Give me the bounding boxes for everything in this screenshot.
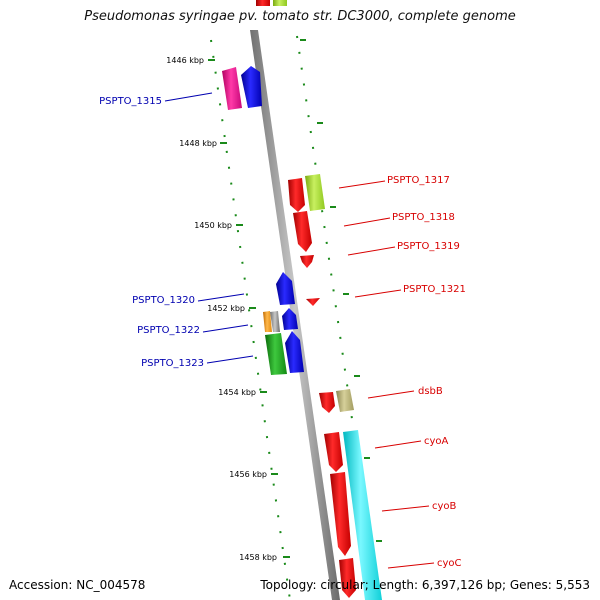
gene-label-pspto-1317[interactable]: PSPTO_1317: [387, 175, 450, 186]
gene-cyoa[interactable]: [324, 432, 343, 472]
scale-label-1450: 1450 kbp: [194, 221, 232, 230]
scale-ticks: [208, 39, 382, 558]
scale-label-1446: 1446 kbp: [166, 56, 204, 65]
gene-pspto-1323-blue[interactable]: [285, 331, 304, 373]
leader-pspto-1323: [206, 355, 254, 364]
gene-dsbb-khaki[interactable]: [336, 389, 354, 412]
gene-pspto-1323-green[interactable]: [265, 333, 287, 375]
leader-pspto-1315: [164, 92, 213, 102]
gene-pspto-1315-magenta[interactable]: [222, 67, 242, 110]
gene-cyan-operon[interactable]: [343, 430, 382, 600]
gene-cyoc[interactable]: [339, 558, 356, 598]
gene-label-cyoa[interactable]: cyoA: [424, 436, 449, 447]
leader-pspto-1319: [347, 246, 396, 256]
genome-summary-text: Topology: circular; Length: 6,397,126 bp…: [260, 578, 590, 592]
leader-pspto-1322: [202, 324, 249, 333]
scale-label-1454: 1454 kbp: [218, 388, 256, 397]
accession-text: Accession: NC_004578: [9, 578, 146, 592]
scale-label-1452: 1452 kbp: [207, 304, 245, 313]
gene-pspto-1322-grey[interactable]: [270, 311, 280, 332]
gene-pspto-1319[interactable]: [300, 255, 314, 268]
leader-cyoc: [387, 562, 435, 569]
leader-dsbb: [367, 390, 415, 399]
scale-label-1456: 1456 kbp: [229, 470, 267, 479]
gene-pspto-1317-red[interactable]: [288, 178, 305, 212]
gene-pspto-1318[interactable]: [293, 211, 312, 252]
gene-pspto-1321[interactable]: [306, 298, 320, 306]
scale-label-1448: 1448 kbp: [179, 139, 217, 148]
gene-pspto-1317-lime[interactable]: [305, 174, 325, 211]
gene-label-pspto-1320[interactable]: PSPTO_1320: [132, 295, 195, 306]
gene-pspto-1320[interactable]: [276, 272, 295, 305]
gene-pspto-1315-blue[interactable]: [241, 66, 262, 108]
leader-cyoa: [374, 440, 422, 449]
gene-label-pspto-1322[interactable]: PSPTO_1322: [137, 325, 200, 336]
gene-label-pspto-1318[interactable]: PSPTO_1318: [392, 212, 455, 223]
gene-top-red[interactable]: [256, 0, 270, 6]
leader-pspto-1317: [338, 180, 386, 189]
leader-pspto-1318: [343, 217, 391, 227]
gene-label-pspto-1319[interactable]: PSPTO_1319: [397, 241, 460, 252]
leader-cyob: [381, 505, 430, 512]
gene-label-pspto-1321[interactable]: PSPTO_1321: [403, 284, 466, 295]
leader-pspto-1321: [354, 289, 402, 298]
leader-pspto-1320: [197, 293, 245, 302]
gene-label-pspto-1323[interactable]: PSPTO_1323: [141, 358, 204, 369]
gene-pspto-1322-orange[interactable]: [263, 311, 272, 332]
gene-pspto-1322-blue[interactable]: [282, 308, 298, 330]
gene-label-dsbb[interactable]: dsbB: [418, 386, 443, 397]
gene-cyob[interactable]: [330, 472, 351, 556]
gene-label-cyob[interactable]: cyoB: [432, 501, 457, 512]
gene-label-cyoc[interactable]: cyoC: [437, 558, 462, 569]
scale-label-1458: 1458 kbp: [239, 553, 277, 562]
gene-dsbb-red[interactable]: [319, 392, 335, 413]
gene-top-lime[interactable]: [273, 0, 287, 6]
map-title: Pseudomonas syringae pv. tomato str. DC3…: [84, 9, 516, 24]
gene-label-pspto-1315[interactable]: PSPTO_1315: [99, 96, 162, 107]
